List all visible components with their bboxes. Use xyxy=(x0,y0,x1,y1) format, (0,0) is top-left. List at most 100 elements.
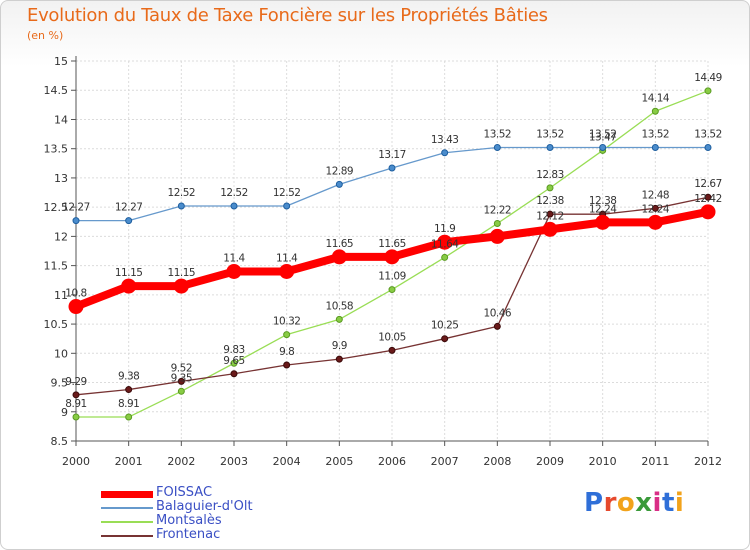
data-point xyxy=(546,184,554,192)
data-point xyxy=(72,413,80,421)
data-label: 12.12 xyxy=(536,210,564,222)
data-label: 11.4 xyxy=(223,252,245,264)
y-tick-label: 9 xyxy=(61,406,68,419)
y-tick-label: 9.5 xyxy=(51,377,69,390)
y-tick-label: 13.5 xyxy=(44,143,69,156)
data-point xyxy=(595,214,611,230)
data-point xyxy=(651,204,659,212)
data-point xyxy=(384,249,400,265)
series-balaguier-d-olt xyxy=(72,144,712,225)
data-label: 12.38 xyxy=(589,195,617,207)
legend-swatch xyxy=(101,521,153,523)
data-label: 11.4 xyxy=(276,252,298,264)
data-label: 12.38 xyxy=(536,195,564,207)
y-tick-label: 15 xyxy=(54,55,68,68)
data-label: 10.25 xyxy=(431,320,459,332)
data-point xyxy=(331,249,347,265)
data-point xyxy=(441,149,449,157)
data-label: 12.52 xyxy=(220,187,248,199)
data-point xyxy=(177,377,185,385)
data-point xyxy=(125,413,133,421)
data-point xyxy=(177,202,185,210)
data-label: 9.83 xyxy=(223,344,244,356)
y-tick-label: 14.5 xyxy=(44,84,69,97)
data-label: 13.52 xyxy=(536,129,564,141)
data-point xyxy=(283,202,291,210)
data-point xyxy=(493,220,501,228)
data-label: 9.9 xyxy=(332,340,347,352)
data-point xyxy=(121,278,137,294)
data-label: 11.15 xyxy=(115,267,143,279)
data-label: 11.9 xyxy=(434,223,455,235)
data-label: 12.27 xyxy=(115,202,143,214)
data-label: 9.29 xyxy=(65,376,86,388)
legend-label: FOISSAC xyxy=(156,485,213,500)
data-point xyxy=(546,144,554,152)
data-label: 12.24 xyxy=(642,203,670,215)
data-point xyxy=(388,346,396,354)
data-point xyxy=(651,107,659,115)
data-label: 8.91 xyxy=(65,398,86,410)
data-point xyxy=(700,204,716,220)
data-label: 14.49 xyxy=(694,72,722,84)
data-point xyxy=(279,263,295,279)
y-tick-label: 10 xyxy=(54,347,68,360)
data-label: 11.65 xyxy=(378,238,406,250)
data-label: 14.14 xyxy=(642,92,670,104)
data-point xyxy=(125,386,133,394)
x-tick-label: 2005 xyxy=(325,455,353,468)
data-label: 12.48 xyxy=(642,189,670,201)
legend-label: Montsalès xyxy=(156,513,222,528)
data-point xyxy=(388,164,396,172)
series-foissac xyxy=(68,204,716,315)
data-label: 11.65 xyxy=(326,238,354,250)
x-tick-label: 2002 xyxy=(167,455,195,468)
data-point xyxy=(546,210,554,218)
data-label: 11.15 xyxy=(168,267,196,279)
data-point xyxy=(226,263,242,279)
data-label: 13.52 xyxy=(484,129,512,141)
data-label: 12.67 xyxy=(694,178,722,190)
data-label: 9.65 xyxy=(223,355,244,367)
data-label: 11.64 xyxy=(431,238,459,250)
data-point xyxy=(125,217,133,225)
data-point xyxy=(230,359,238,367)
logo-letter: i xyxy=(652,488,662,518)
data-label: 12.52 xyxy=(168,187,196,199)
data-point xyxy=(542,221,558,237)
data-label: 8.91 xyxy=(118,398,139,410)
y-axis-unit: (en %) xyxy=(27,29,64,42)
data-point xyxy=(599,144,607,152)
data-label: 13.17 xyxy=(378,149,406,161)
data-point xyxy=(173,278,189,294)
series-frontenac xyxy=(72,193,712,399)
data-point xyxy=(704,87,712,95)
y-tick-label: 14 xyxy=(54,113,68,126)
data-point xyxy=(388,286,396,294)
data-point xyxy=(647,214,663,230)
data-point xyxy=(441,253,449,261)
data-point xyxy=(704,144,712,152)
data-point xyxy=(704,193,712,201)
data-point xyxy=(72,217,80,225)
x-tick-label: 2006 xyxy=(378,455,406,468)
data-label: 12.24 xyxy=(589,203,617,215)
y-tick-label: 10.5 xyxy=(44,318,69,331)
x-tick-label: 2004 xyxy=(273,455,301,468)
legend-swatch xyxy=(101,535,153,537)
data-label: 10.58 xyxy=(326,300,354,312)
legend-swatch xyxy=(101,507,153,509)
logo-letter: i xyxy=(674,488,685,518)
data-point xyxy=(651,144,659,152)
y-tick-label: 12.5 xyxy=(44,201,69,214)
data-label: 9.8 xyxy=(279,346,294,358)
data-label: 12.27 xyxy=(62,202,90,214)
logo-letter: P xyxy=(584,488,604,518)
chart-title: Evolution du Taux de Taxe Foncière sur l… xyxy=(27,5,548,26)
data-point xyxy=(230,202,238,210)
y-tick-label: 13 xyxy=(54,172,68,185)
proxiti-logo[interactable]: Proxiti xyxy=(584,488,684,518)
data-point xyxy=(283,361,291,369)
data-point xyxy=(335,315,343,323)
